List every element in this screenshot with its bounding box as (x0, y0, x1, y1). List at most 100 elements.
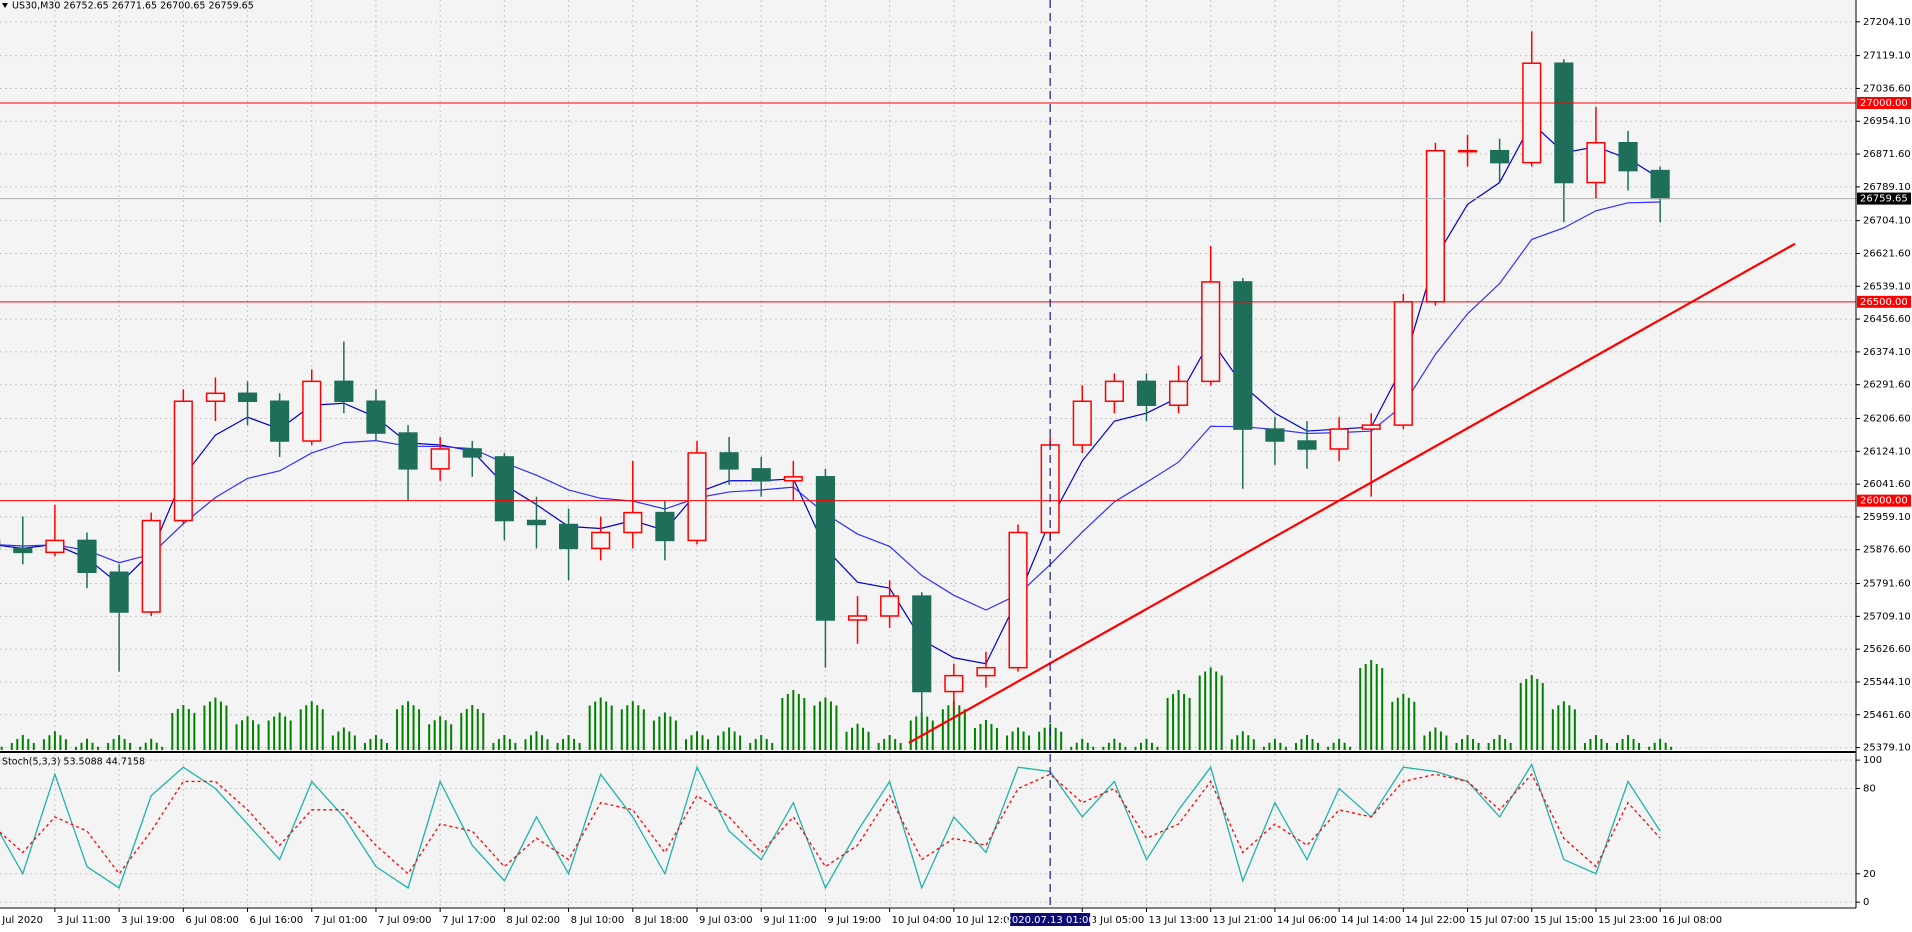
trendline (908, 242, 1796, 744)
candle-body (1169, 380, 1189, 406)
y-tick-label: 25791.60 (1863, 579, 1911, 590)
candle-body (655, 511, 675, 542)
level-label: 26000.00 (1860, 496, 1908, 507)
candle-body (719, 452, 739, 470)
stoch-line (0, 762, 1661, 890)
candle-body (398, 432, 418, 470)
x-tick-label: 13 Jul 05:00 (1084, 915, 1144, 926)
y-tick-label: 27119.10 (1863, 51, 1911, 62)
x-tick-label: 8 Jul 18:00 (635, 915, 689, 926)
level-label: 27000.00 (1860, 98, 1908, 109)
candle-body (1297, 440, 1317, 450)
candle-body (1265, 428, 1285, 442)
x-tick-label: 9 Jul 11:00 (763, 915, 817, 926)
x-tick-label: 16 Jul 08:00 (1662, 915, 1722, 926)
candle-body (141, 519, 161, 613)
x-tick-label: 7 Jul 01:00 (314, 915, 368, 926)
x-tick-label: 2 Jul 2020 (0, 915, 43, 926)
candle-body (1425, 149, 1446, 303)
x-tick-label: 3 Jul 11:00 (57, 915, 111, 926)
stoch-plot (0, 762, 1661, 890)
candle-body (623, 511, 643, 534)
x-tick-label: 10 Jul 12:00 (956, 915, 1016, 926)
stoch-title: Stoch(5,3,3) 53.5088 44.7158 (2, 757, 145, 768)
y-tick-label: 100 (1863, 755, 1882, 766)
candle-body (205, 392, 226, 402)
candle-body (1104, 380, 1124, 402)
y-tick-label: 26041.60 (1863, 479, 1911, 490)
x-tick-label: 15 Jul 07:00 (1470, 915, 1530, 926)
candle-body (526, 519, 547, 526)
candle-body (815, 476, 836, 621)
level-tag (1857, 295, 1911, 308)
x-tick-label: 15 Jul 15:00 (1534, 915, 1594, 926)
candle-body (45, 539, 65, 554)
last-price-tag (1857, 192, 1911, 205)
candle-body (880, 595, 900, 617)
stoch-line (0, 773, 1661, 875)
candle-body (494, 456, 514, 522)
stoch-grid (0, 754, 1856, 907)
candle-body (1361, 424, 1381, 430)
stoch-panel (0, 754, 1856, 907)
x-tick-label: 14 Jul 06:00 (1277, 915, 1337, 926)
candle-body (1522, 62, 1542, 164)
candle-body (687, 452, 707, 542)
candle-body (270, 400, 290, 442)
y-tick-label: 26456.60 (1863, 314, 1911, 325)
candle-body (1072, 400, 1092, 446)
y-tick-label: 25959.10 (1863, 512, 1911, 523)
candle-body (1201, 281, 1221, 383)
candle-body (1393, 301, 1413, 426)
candle-body (109, 571, 129, 613)
candle-body (1618, 142, 1638, 172)
candle-body (77, 539, 97, 573)
candle-body (1490, 149, 1510, 164)
y-tick-label: 26291.60 (1863, 380, 1911, 391)
y-tick-label: 26124.10 (1863, 446, 1911, 457)
x-tick-label: 14 Jul 14:00 (1341, 915, 1401, 926)
candle-body (237, 392, 258, 402)
y-tick-label: 26704.10 (1863, 216, 1911, 227)
y-tick-label: 26539.10 (1863, 281, 1911, 292)
level-label: 26500.00 (1860, 297, 1908, 308)
candle-body (912, 595, 932, 693)
x-tick-label: 6 Jul 08:00 (185, 915, 239, 926)
y-tick-label: 25379.10 (1863, 743, 1911, 754)
candle-body (1136, 380, 1157, 406)
candle-body (1554, 62, 1574, 184)
candle-body (430, 448, 450, 470)
crosshair-tag (1010, 913, 1091, 926)
x-tick-label: 3 Jul 19:00 (121, 915, 175, 926)
y-tick-label: 25876.60 (1863, 545, 1911, 556)
y-tick-label: 26954.10 (1863, 116, 1911, 127)
y-tick-label: 0 (1863, 897, 1869, 908)
candle-body (1457, 149, 1478, 153)
candle-body (944, 674, 964, 693)
candle-body (173, 400, 193, 522)
candle-body (591, 531, 611, 550)
y-tick-label: 20 (1863, 869, 1876, 880)
x-tick-label: 7 Jul 09:00 (378, 915, 432, 926)
main-plot (0, 31, 1856, 750)
x-tick-label: 13 Jul 21:00 (1213, 915, 1273, 926)
x-tick-label: 14 Jul 22:00 (1405, 915, 1465, 926)
y-tick-label: 25709.10 (1863, 611, 1911, 622)
level-tag (1857, 96, 1911, 109)
candle-body (462, 448, 482, 458)
candle-body (847, 615, 868, 621)
x-tick-label: 9 Jul 03:00 (699, 915, 753, 926)
x-tick-label: 13 Jul 13:00 (1148, 915, 1208, 926)
y-tick-label: 27204.10 (1863, 17, 1911, 28)
x-tick-label: 8 Jul 10:00 (571, 915, 625, 926)
y-tick-label: 26374.10 (1863, 347, 1911, 358)
level-tag (1857, 494, 1911, 507)
crosshair-label: 2020.07.13 01:00 (1006, 915, 1095, 926)
y-tick-label: 80 (1863, 784, 1876, 795)
y-tick-label: 25461.60 (1863, 710, 1911, 721)
last-price-label: 26759.65 (1860, 194, 1908, 205)
chart-title: US30,M30 26752.65 26771.65 26700.65 2675… (12, 1, 254, 12)
grid (0, 0, 1856, 750)
candle-body (976, 666, 996, 677)
